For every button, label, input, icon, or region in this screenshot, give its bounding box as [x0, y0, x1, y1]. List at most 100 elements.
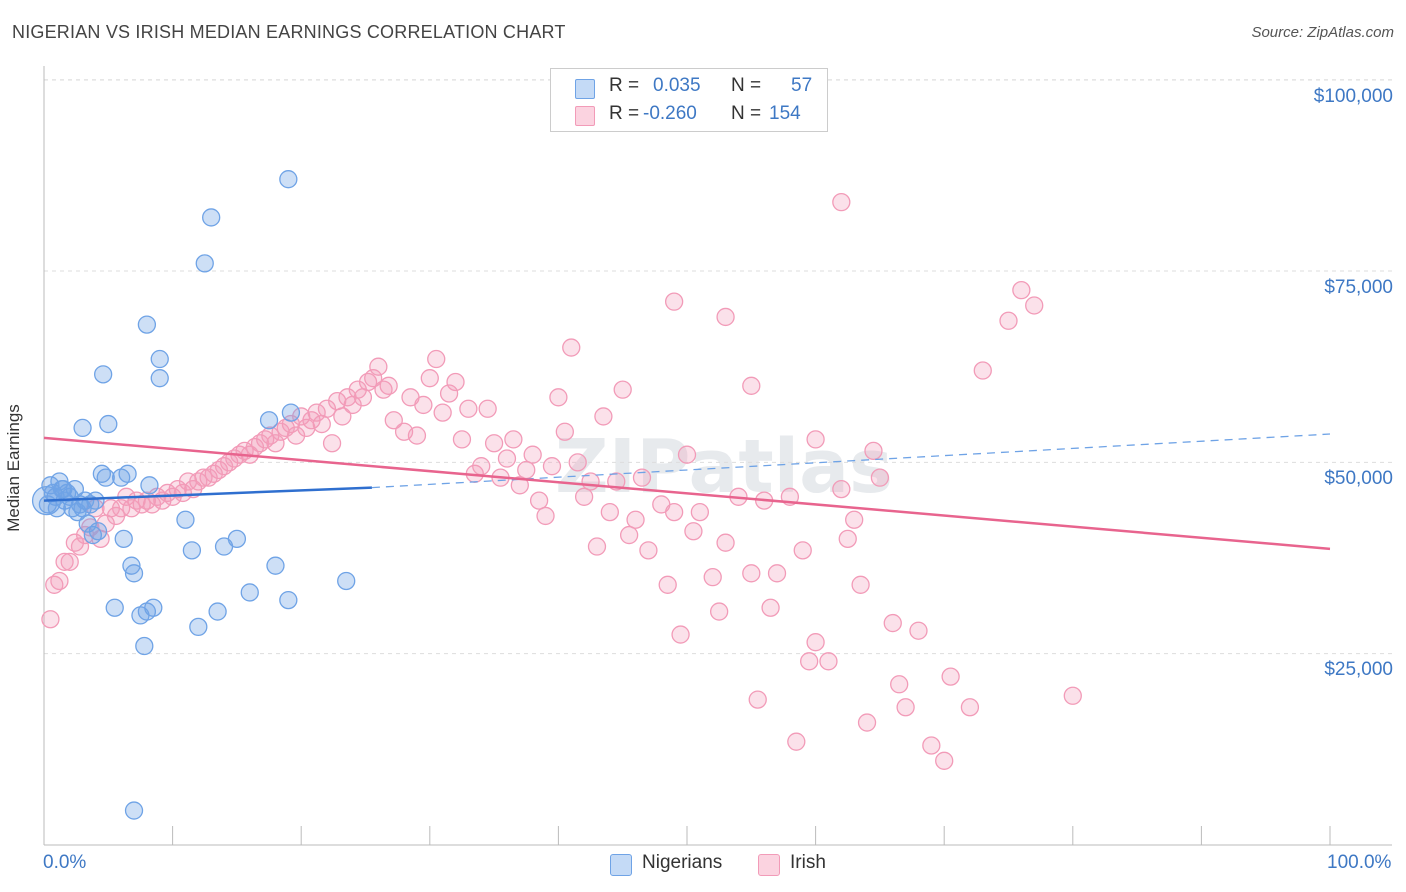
irish-point: [632, 468, 652, 487]
nigerians-point: [137, 315, 157, 334]
irish-point: [307, 403, 326, 422]
x-tick-left: 0.0%: [43, 852, 87, 873]
irish-point: [787, 732, 806, 751]
irish-point: [658, 575, 677, 594]
nigerians-trend-line: [43, 486, 372, 502]
source-label: Source: ZipAtlas.com: [1251, 24, 1394, 41]
irish-point: [472, 457, 491, 476]
irish-point: [639, 541, 658, 560]
irish-point: [748, 690, 767, 709]
irish-point: [536, 506, 555, 526]
irish-point: [619, 525, 639, 545]
irish-point: [806, 430, 825, 449]
legend-r-value: -0.260: [643, 103, 697, 124]
irish-point: [562, 338, 581, 357]
irish-point: [870, 468, 890, 487]
irish-point: [427, 349, 446, 369]
irish-point: [690, 502, 710, 522]
irish-point: [671, 625, 690, 644]
y-tick-75000: $75,000: [1324, 277, 1393, 298]
irish-point: [41, 610, 60, 629]
nigerians-point: [88, 522, 108, 541]
irish-point: [960, 698, 980, 717]
legend-n-value: 57: [791, 75, 813, 96]
nigerians-swatch: [575, 79, 595, 99]
irish-point: [459, 399, 478, 418]
irish-point: [529, 491, 549, 510]
irish-point: [793, 541, 812, 560]
irish-point: [941, 667, 960, 686]
nigerians-point: [281, 403, 301, 422]
irish-point: [664, 502, 684, 522]
irish-point: [364, 369, 383, 388]
irish-point: [999, 311, 1018, 330]
nigerians-point: [195, 254, 214, 273]
nigerians-point: [124, 564, 144, 583]
irish-point: [173, 483, 193, 503]
irish-point: [568, 453, 587, 472]
y-tick-25000: $25,000: [1324, 659, 1393, 680]
irish-point: [1025, 296, 1044, 315]
nigerians-point: [96, 468, 115, 487]
irish-point: [819, 652, 838, 671]
nigerians-point: [144, 598, 163, 617]
irish-point: [574, 487, 594, 506]
legend-r-value: 0.035: [653, 75, 701, 96]
irish-point: [414, 395, 433, 415]
y-tick-50000: $50,000: [1324, 468, 1393, 489]
nigerians-point: [176, 510, 195, 529]
irish-legend-swatch: [758, 854, 780, 876]
irish-point: [806, 633, 825, 652]
irish-point: [70, 537, 90, 556]
nigerians-point: [135, 636, 154, 656]
irish-point: [594, 407, 613, 426]
irish-point: [452, 430, 472, 449]
x-tick-right: 100.0%: [1327, 852, 1392, 873]
irish-point: [838, 529, 857, 549]
nigerians-point: [73, 418, 92, 438]
irish-point: [542, 457, 562, 476]
irish-point: [266, 434, 285, 453]
nigerians-point: [99, 414, 118, 434]
irish-point: [832, 479, 851, 499]
nigerians-point: [337, 571, 356, 591]
irish-point: [716, 307, 735, 327]
irish-point: [600, 502, 619, 522]
irish-point: [497, 449, 517, 468]
irish-point: [935, 751, 954, 770]
irish-point: [800, 652, 819, 671]
irish-trend-line: [43, 436, 1331, 551]
irish-point: [433, 403, 452, 422]
irish-point: [286, 426, 306, 445]
irish-point: [379, 376, 398, 395]
nigerians-point: [78, 514, 97, 533]
irish-point: [883, 613, 902, 633]
irish-point: [353, 388, 373, 407]
irish-point: [742, 376, 761, 395]
nigerians-point: [150, 369, 169, 388]
nigerians-point: [114, 529, 133, 549]
legend-n-label: N =: [731, 75, 762, 96]
y-tick-100000: $100,000: [1313, 86, 1393, 107]
irish-point: [1012, 281, 1031, 300]
nigerians-point: [266, 556, 285, 575]
legend-n-value: 154: [769, 103, 801, 124]
nigerians-point: [279, 170, 298, 189]
irish-point: [384, 411, 403, 430]
nigerians-point: [189, 617, 208, 637]
irish-point: [677, 445, 697, 464]
irish-point: [369, 357, 388, 376]
irish-point: [517, 460, 536, 480]
irish-point: [845, 510, 864, 529]
legend-n-label: N =: [731, 103, 762, 124]
nigerians-point: [86, 491, 105, 510]
irish-point: [60, 552, 79, 571]
irish-legend-label: Irish: [790, 852, 826, 873]
nigerians-point: [150, 349, 169, 369]
stats-legend: R = 0.035 N = 57 R = -0.260 N = 154: [550, 68, 828, 132]
nigerians-point: [182, 541, 202, 560]
legend-row-irish: R = -0.260 N = 154: [551, 103, 827, 131]
irish-point: [716, 533, 735, 552]
irish-point: [922, 736, 941, 755]
